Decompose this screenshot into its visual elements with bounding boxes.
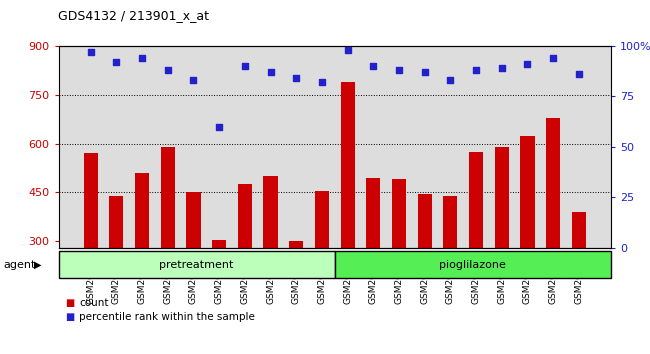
Point — [214, 124, 224, 130]
Text: percentile rank within the sample: percentile rank within the sample — [79, 312, 255, 322]
Bar — [187, 193, 200, 339]
Text: ■: ■ — [65, 298, 74, 308]
Bar — [417, 194, 432, 339]
Bar — [392, 179, 406, 339]
Point — [111, 59, 122, 65]
Point — [394, 67, 404, 73]
Bar — [495, 147, 509, 339]
Bar — [238, 184, 252, 339]
Bar — [443, 196, 458, 339]
Bar — [366, 178, 380, 339]
Bar — [315, 191, 329, 339]
Point — [573, 72, 584, 77]
Bar — [572, 212, 586, 339]
Point — [240, 63, 250, 69]
Text: count: count — [79, 298, 109, 308]
Bar — [135, 173, 149, 339]
Point — [343, 47, 353, 53]
Point — [162, 67, 173, 73]
Point — [137, 55, 148, 61]
Bar — [109, 196, 124, 339]
Text: ■: ■ — [65, 312, 74, 322]
Text: agent: agent — [3, 259, 36, 270]
Point — [548, 55, 558, 61]
Point — [522, 61, 532, 67]
Bar — [161, 147, 175, 339]
Bar — [84, 153, 98, 339]
Bar — [289, 241, 304, 339]
Text: pretreatment: pretreatment — [159, 259, 234, 270]
Bar — [212, 240, 226, 339]
Point — [265, 69, 276, 75]
Point — [368, 63, 378, 69]
Bar — [521, 136, 534, 339]
Point — [445, 78, 456, 83]
Point — [471, 67, 481, 73]
Bar — [341, 82, 355, 339]
Bar — [263, 176, 278, 339]
Text: pioglilazone: pioglilazone — [439, 259, 506, 270]
Point — [86, 49, 96, 55]
Bar — [546, 118, 560, 339]
Point — [291, 75, 302, 81]
Point — [419, 69, 430, 75]
Point — [497, 65, 507, 71]
Text: GDS4132 / 213901_x_at: GDS4132 / 213901_x_at — [58, 9, 209, 22]
Bar — [469, 152, 483, 339]
Point — [317, 80, 327, 85]
Point — [188, 78, 199, 83]
Text: ▶: ▶ — [34, 259, 42, 270]
